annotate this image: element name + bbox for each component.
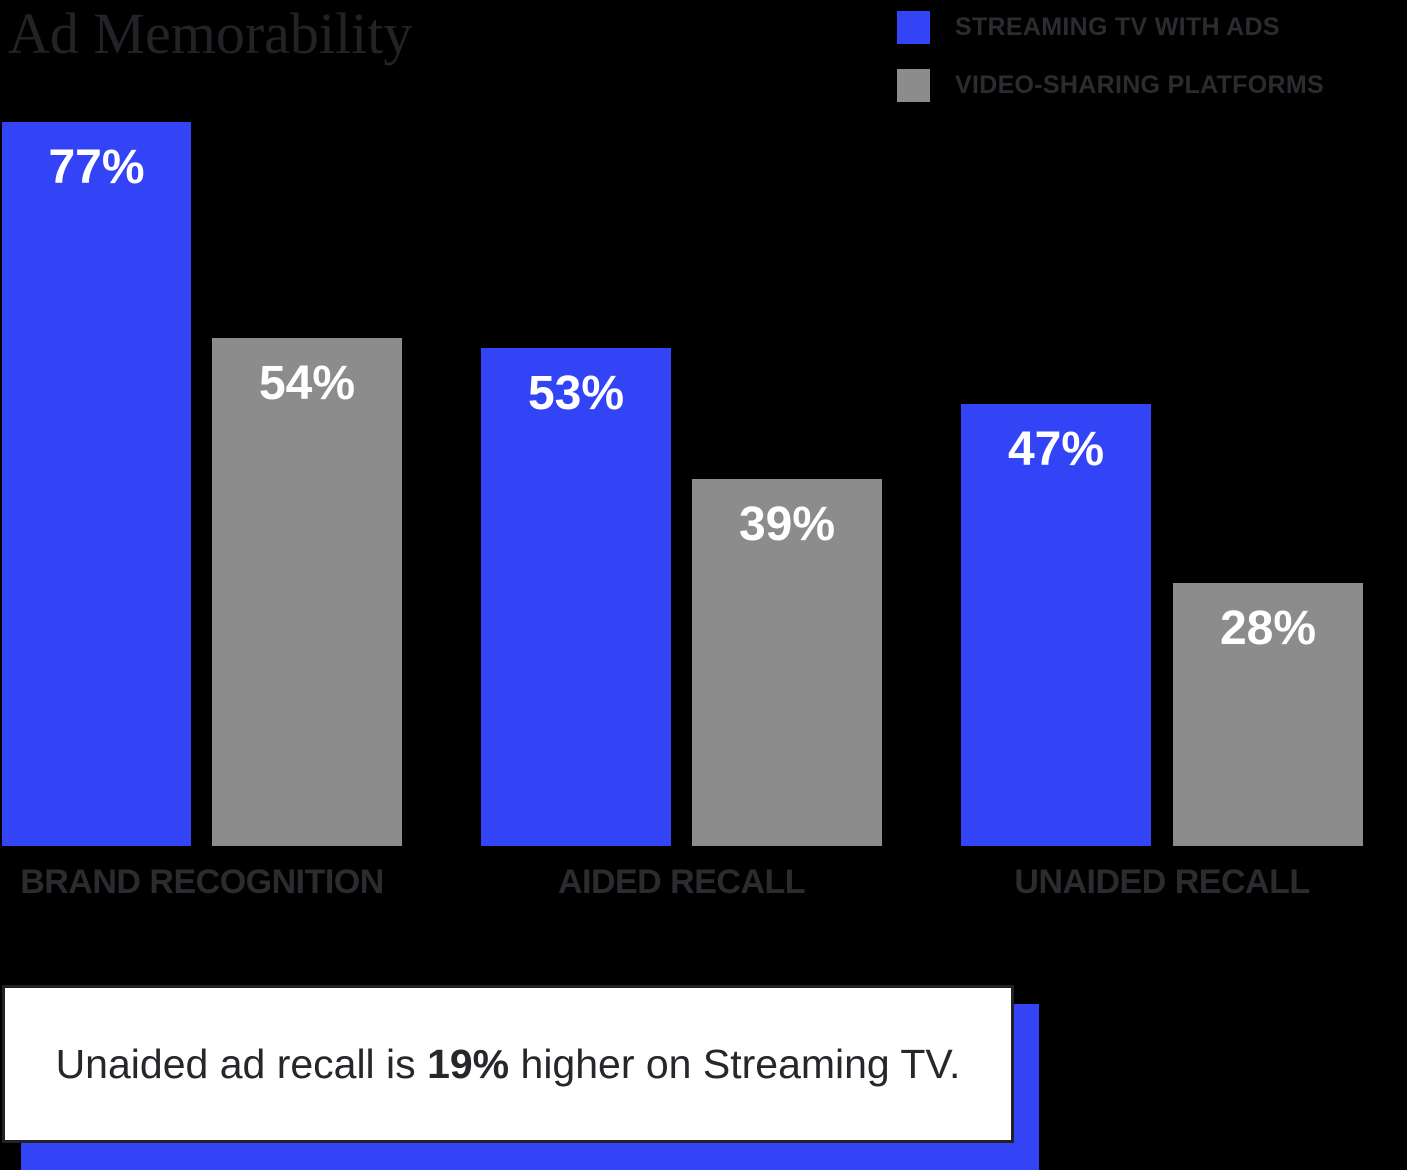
category-label-unaided-recall: UNAIDED RECALL (1014, 863, 1310, 901)
legend-item-streaming: STREAMING TV WITH ADS (897, 11, 1324, 44)
callout-text-prefix: Unaided ad recall is (55, 1040, 428, 1087)
bar-value-label: 47% (1007, 423, 1105, 476)
callout-text: Unaided ad recall is 19% higher on Strea… (56, 1041, 961, 1088)
callout-text-suffix: higher on Streaming TV. (509, 1040, 961, 1087)
bar-value-label: 28% (1219, 602, 1317, 655)
bar-value-label: 53% (527, 367, 625, 420)
bar-value-label: 39% (738, 498, 836, 551)
bar-brand-recognition-streaming: 77% (2, 122, 191, 846)
legend: STREAMING TV WITH ADS VIDEO-SHARING PLAT… (897, 11, 1324, 127)
legend-label-streaming: STREAMING TV WITH ADS (955, 13, 1280, 41)
callout-card: Unaided ad recall is 19% higher on Strea… (2, 985, 1014, 1143)
bar-aided-recall-streaming: 53% (481, 348, 671, 846)
category-label-brand-recognition: BRAND RECOGNITION (20, 863, 384, 901)
callout-text-highlight: 19% (427, 1040, 510, 1087)
bar-value-label: 54% (258, 357, 356, 410)
legend-swatch-streaming-icon (897, 11, 930, 44)
bar-unaided-recall-streaming: 47% (961, 404, 1151, 846)
bar-unaided-recall-video-sharing: 28% (1173, 583, 1363, 846)
bar-aided-recall-video-sharing: 39% (692, 479, 882, 846)
bar-brand-recognition-video-sharing: 54% (212, 338, 402, 846)
chart-title: Ad Memorability (8, 1, 413, 66)
legend-item-video-sharing: VIDEO-SHARING PLATFORMS (897, 69, 1324, 102)
bar-value-label: 77% (48, 141, 145, 194)
legend-label-video-sharing: VIDEO-SHARING PLATFORMS (955, 71, 1324, 99)
legend-swatch-video-sharing-icon (897, 69, 930, 102)
category-label-aided-recall: AIDED RECALL (557, 863, 806, 901)
